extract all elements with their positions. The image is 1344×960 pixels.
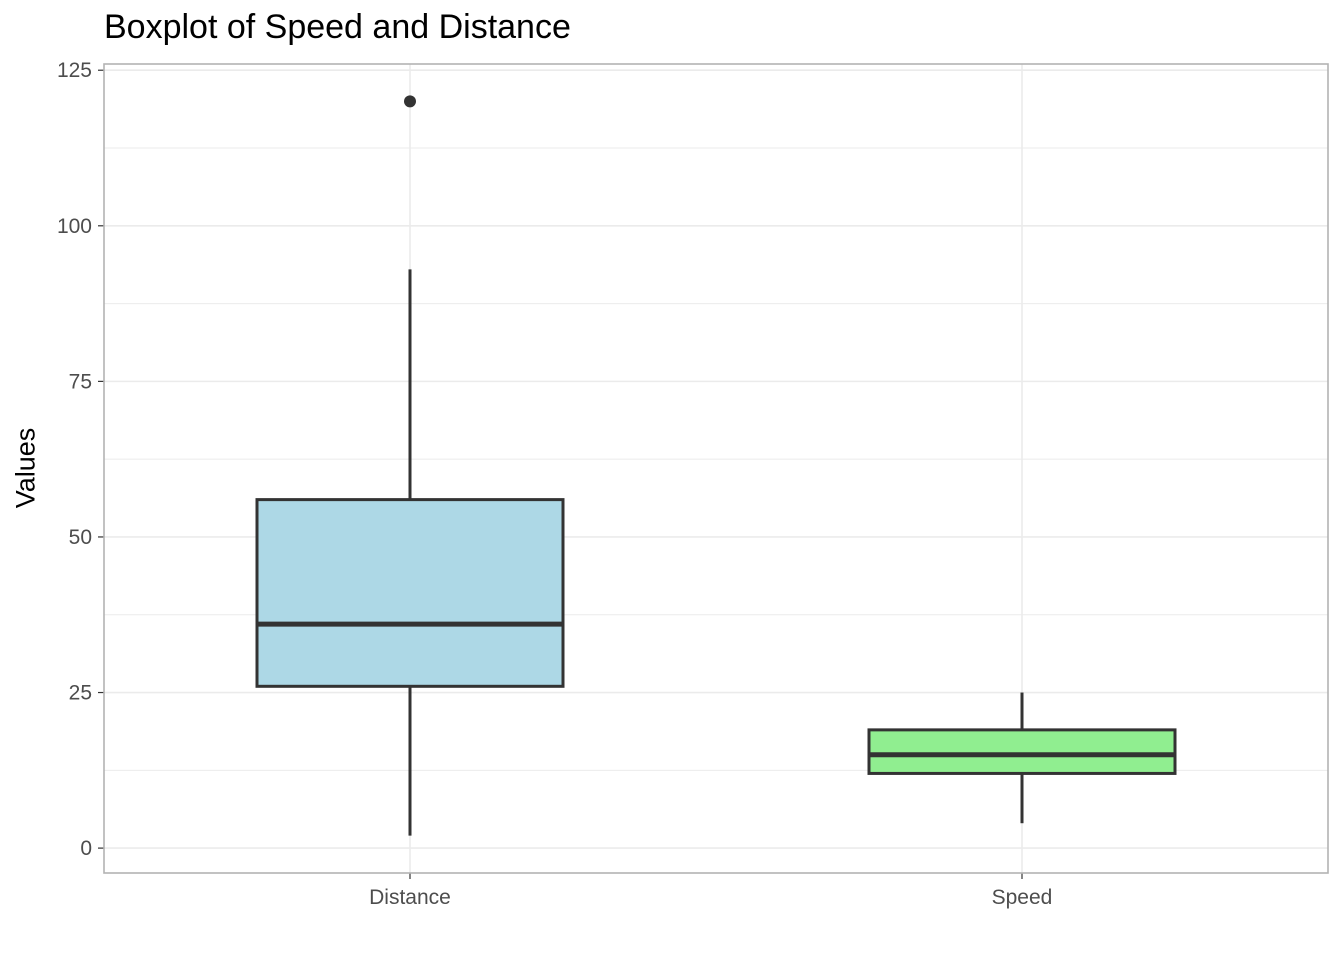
panel-border (103, 63, 1329, 874)
x-tick-label: Speed (992, 886, 1053, 909)
y-tick-label: 0 (80, 837, 92, 860)
outlier-point (404, 95, 416, 108)
chart-title: Boxplot of Speed and Distance (104, 8, 571, 46)
box-iqr (255, 498, 565, 688)
box-iqr (867, 728, 1177, 775)
x-tick-label: Distance (369, 886, 451, 909)
y-tick-label: 125 (57, 59, 92, 82)
y-tick-label: 50 (69, 526, 92, 549)
y-tick-label: 25 (69, 682, 92, 705)
y-tick-label: 100 (57, 215, 92, 238)
y-tick-label: 75 (69, 370, 92, 393)
